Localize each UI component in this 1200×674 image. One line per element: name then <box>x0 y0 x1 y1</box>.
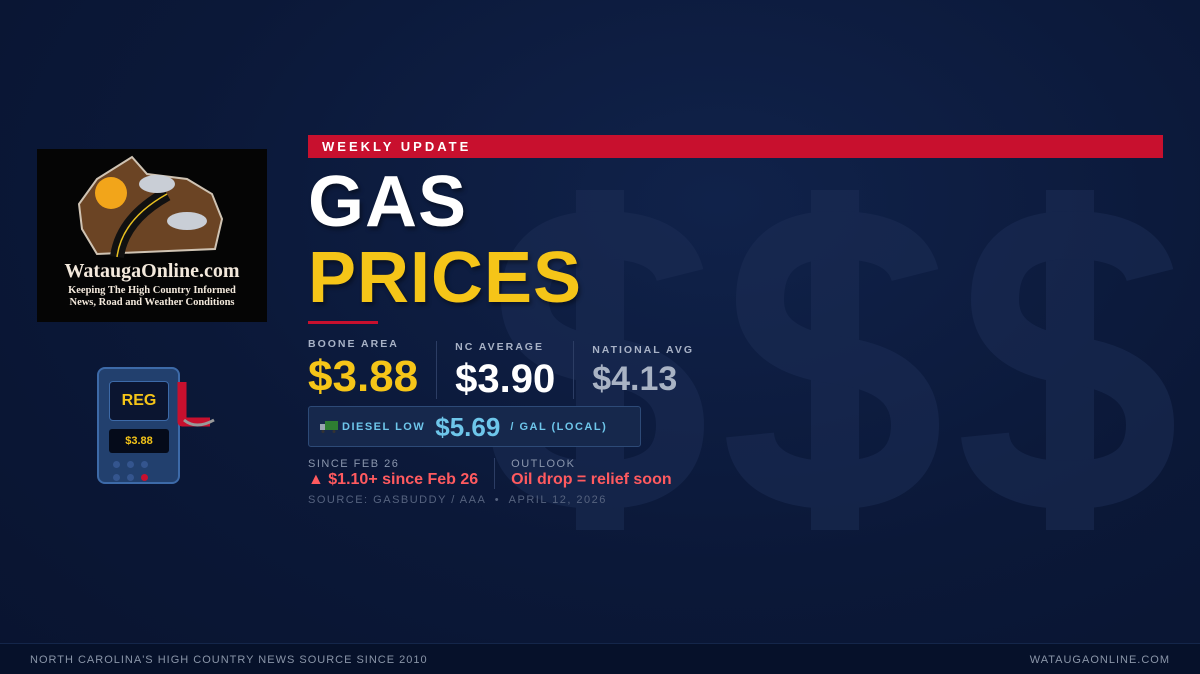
divider <box>573 341 575 399</box>
source-line: SOURCE: GASBUDDY / AAA • APRIL 12, 2026 <box>308 494 607 506</box>
divider <box>436 341 438 399</box>
pump-nozzle-icon <box>177 382 215 427</box>
banner-label: WEEKLY UPDATE <box>322 139 472 154</box>
watauga-online-logo: WataugaOnline.com Keeping The High Count… <box>37 149 267 322</box>
title-underline <box>308 321 378 324</box>
price-stats: BOONE AREA $3.88 NC AVERAGE $3.90 NATION… <box>308 338 694 399</box>
dollar-watermark <box>491 190 1175 530</box>
pump-button <box>141 461 148 468</box>
diesel-unit: / GAL (LOCAL) <box>510 420 608 433</box>
title-gas: GAS <box>308 162 468 242</box>
stat-label: NC AVERAGE <box>455 341 544 353</box>
pump-button <box>127 461 134 468</box>
mountain-road-weather-icon <box>77 155 224 259</box>
title-prices: PRICES <box>308 238 583 318</box>
footer-tagline: NORTH CAROLINA'S HIGH COUNTRY NEWS SOURC… <box>30 654 428 666</box>
dollar-sign-shape <box>491 190 705 530</box>
stat-boone: BOONE AREA $3.88 <box>308 338 418 399</box>
stat-national: NATIONAL AVG $4.13 <box>592 338 694 396</box>
change-block: SINCE FEB 26 ▲ $1.10+ since Feb 26 <box>308 458 478 489</box>
outlook-label: OUTLOOK <box>511 458 576 470</box>
change-label: SINCE FEB 26 <box>308 458 400 470</box>
logo-name: WataugaOnline.com <box>64 260 240 282</box>
diesel-value: $5.69 <box>435 411 501 442</box>
divider <box>494 458 496 489</box>
gas-pump-icon: REG $3.88 <box>97 367 180 484</box>
stat-label: BOONE AREA <box>308 338 399 350</box>
stat-label: NATIONAL AVG <box>592 344 694 356</box>
stat-nc: NC AVERAGE $3.90 <box>455 338 555 399</box>
footer-site-link[interactable]: WATAUGAONLINE.COM <box>1029 654 1170 666</box>
pump-price: $3.88 <box>109 429 169 453</box>
outlook-value: Oil drop = relief soon <box>511 471 672 488</box>
pump-button <box>127 474 134 481</box>
logo-tagline-1: Keeping The High Country Informed <box>68 285 236 296</box>
pump-grade: REG <box>109 381 169 421</box>
logo-tagline-2: News, Road and Weather Conditions <box>69 297 235 308</box>
pump-button <box>113 474 120 481</box>
truck-icon <box>320 420 338 433</box>
stat-value: $3.90 <box>455 357 556 401</box>
footer: NORTH CAROLINA'S HIGH COUNTRY NEWS SOURC… <box>0 643 1200 674</box>
dollar-sign-shape <box>726 190 940 530</box>
pump-button <box>141 474 148 481</box>
outlook-block: OUTLOOK Oil drop = relief soon <box>511 458 671 489</box>
weekly-update-banner: WEEKLY UPDATE <box>308 135 1163 158</box>
change-value: ▲ $1.10+ since Feb 26 <box>308 471 479 488</box>
trend-row: SINCE FEB 26 ▲ $1.10+ since Feb 26 OUTLO… <box>308 458 672 489</box>
diesel-label: DIESEL LOW <box>342 420 426 433</box>
pump-button <box>113 461 120 468</box>
diesel-box: DIESEL LOW $5.69 / GAL (LOCAL) <box>308 406 641 447</box>
logo-tagline: Keeping The High Country Informed News, R… <box>37 285 267 309</box>
stat-value: $3.88 <box>308 352 419 401</box>
dollar-sign-shape <box>961 190 1175 530</box>
stat-value: $4.13 <box>592 360 678 398</box>
